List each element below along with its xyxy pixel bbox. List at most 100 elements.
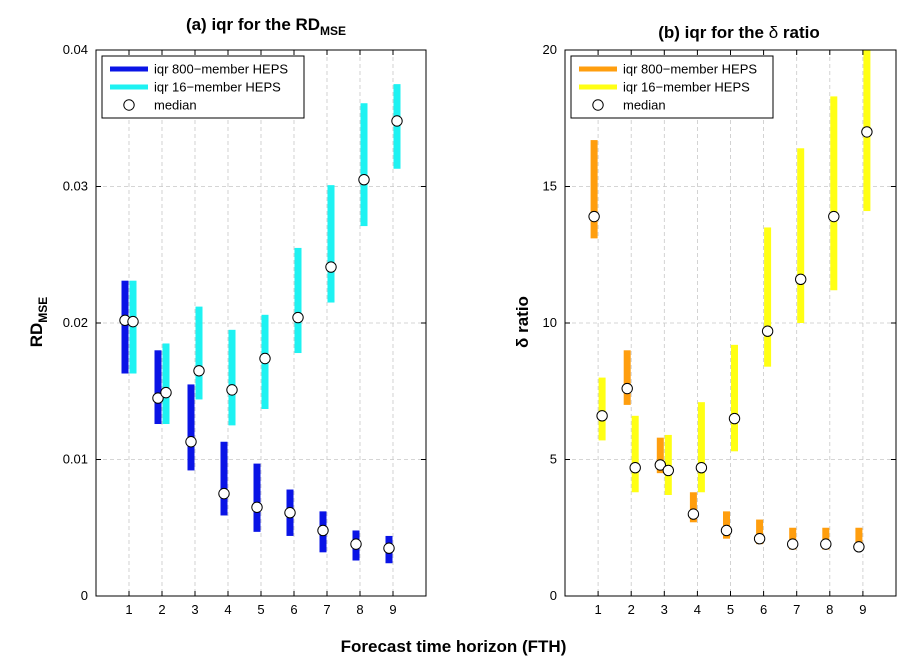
panel-a-x-tick-label: 1 — [125, 602, 132, 617]
panel-b-iqr-bar — [623, 350, 631, 405]
panel-a-y-axis-label: RDMSE — [27, 297, 50, 348]
panel-b-x-tick-label: 7 — [793, 602, 800, 617]
panel-b-legend-label: iqr 800−member HEPS — [623, 62, 757, 77]
panel-a-legend-label: iqr 800−member HEPS — [154, 62, 288, 77]
panel-b-iqr-bar — [855, 527, 863, 550]
panel-a-y-tick-label: 0.04 — [63, 42, 88, 57]
panel-b-legend-marker — [592, 99, 604, 111]
panel-b-median-marker — [629, 461, 641, 474]
panel-b-median-marker — [828, 210, 840, 223]
panel-a-x-tick-label: 9 — [389, 602, 396, 617]
panel-a-title: (a) iqr for the RDMSE — [186, 15, 346, 38]
panel-b-median-marker — [728, 412, 741, 425]
panel-a-iqr-bar — [121, 280, 129, 374]
panel-b-median-marker — [687, 508, 700, 520]
panel-b-iqr-bar — [598, 377, 606, 441]
panel-a-y-tick-label: 0.01 — [63, 452, 88, 467]
panel-a-y-tick-label: 0.03 — [63, 179, 88, 194]
panel-a-median-marker — [185, 436, 197, 448]
panel-a-legend: iqr 800−member HEPS iqr 16−member HEPS med… — [101, 55, 305, 119]
panel-a-legend-label: iqr 16−member HEPS — [154, 80, 281, 95]
panel-b-legend-label: iqr 16−member HEPS — [623, 80, 750, 95]
panel-a: (a) iqr for the RDMSE 1 2 3 4 5 6 7 8 9 0 0.01 0.02… — [27, 15, 427, 617]
panel-b-x-tick-label: 8 — [826, 602, 833, 617]
panel-b-median-marker — [662, 464, 674, 477]
panel-a-iqr-bar — [187, 384, 195, 471]
panel-a-median-marker — [226, 384, 238, 396]
panel-a-legend-label: median — [154, 98, 197, 113]
panel-b-iqr-bar — [689, 492, 697, 523]
panel-b-y-tick-label: 0 — [550, 588, 557, 603]
panel-b-x-tick-label: 6 — [760, 602, 767, 617]
panel-b-iqr-bar — [590, 140, 598, 239]
panel-b-y-tick-label: 15 — [543, 179, 557, 194]
panel-a-iqr-bar — [220, 441, 228, 516]
panel-b-median-marker — [695, 461, 708, 474]
panel-b-legend: iqr 800−member HEPS iqr 16−member HEPS med… — [570, 55, 774, 119]
panel-a-iqr-bar — [162, 343, 170, 425]
panel-b-legend-label: median — [623, 98, 666, 113]
panel-a-iqr-bar — [154, 350, 162, 425]
panel-a-median-marker — [350, 538, 362, 550]
panel-a-y-tick-label: 0.02 — [63, 315, 88, 330]
panel-b-y-tick-label: 10 — [543, 315, 557, 330]
panel-b-median-marker — [761, 325, 774, 337]
panel-b-title: (b) iqr for the δ ratio — [658, 23, 820, 42]
panel-a-iqr-bar — [228, 329, 236, 426]
panel-a-median-marker — [193, 365, 205, 377]
panel-b-iqr-bar — [756, 519, 764, 545]
panel-b-median-marker — [588, 210, 600, 223]
panel-a-iqr-bar — [195, 306, 203, 400]
panel-a-median-marker — [383, 542, 395, 554]
panel-a-x-tick-label: 2 — [158, 602, 165, 617]
panel-a-median-marker — [325, 261, 337, 273]
panel-a-x-tick-label: 8 — [356, 602, 363, 617]
panel-b-x-tick-label: 4 — [694, 602, 701, 617]
panel-b-median-marker — [861, 126, 873, 138]
panel-a-x-tick-label: 3 — [191, 602, 198, 617]
panel-b-iqr-bar — [697, 402, 705, 493]
panel-b-median-marker — [795, 273, 807, 286]
panel-b-y-tick-label: 5 — [550, 452, 557, 467]
panel-b-y-axis-label: δ ratio — [513, 296, 532, 348]
panel-a-x-tick-label: 7 — [323, 602, 330, 617]
panel-b-iqr-bar — [797, 148, 805, 323]
panel-a-median-marker — [127, 315, 139, 328]
panel-a-iqr-bar — [327, 185, 335, 303]
panel-a-x-tick-label: 4 — [224, 602, 231, 617]
panel-a-median-marker — [358, 173, 370, 186]
panel-b-median-marker — [820, 538, 832, 550]
panel-b-x-tick-label: 5 — [727, 602, 734, 617]
panel-b-median-marker — [621, 382, 633, 395]
panel-a-median-marker — [251, 501, 263, 513]
panel-a-y-tick-label: 0 — [81, 588, 88, 603]
panel-a-iqr-bar — [294, 247, 302, 354]
panel-a-median-marker — [391, 115, 403, 127]
panel-b-median-marker — [753, 532, 766, 545]
panel-b-x-tick-label: 9 — [859, 602, 866, 617]
panel-b-iqr-bar — [764, 227, 772, 367]
x-axis-label: Forecast time horizon (FTH) — [340, 637, 567, 656]
panel-b-x-tick-label: 3 — [661, 602, 668, 617]
panel-a-median-marker — [259, 352, 271, 365]
panel-b-x-tick-label: 1 — [594, 602, 601, 617]
panel-a-median-marker — [152, 392, 164, 404]
panel-b: (b) iqr for the δ ratio 1 2 3 4 5 6 7 8 9 0 5 10 15 2… — [513, 23, 897, 617]
panel-a-median-marker — [292, 311, 304, 324]
panel-a-iqr-bar — [360, 103, 368, 227]
panel-a-iqr-bar — [253, 463, 261, 532]
panel-a-median-marker — [160, 386, 172, 399]
panel-b-x-tick-label: 2 — [628, 602, 635, 617]
panel-b-y-tick-label: 20 — [543, 42, 557, 57]
panel-b-iqr-bar — [631, 415, 639, 493]
panel-b-median-marker — [787, 538, 799, 550]
panel-a-x-tick-label: 6 — [290, 602, 297, 617]
panel-b-median-marker — [720, 524, 733, 537]
panel-b-iqr-bar — [656, 437, 664, 474]
panel-b-median-marker — [853, 541, 865, 553]
panel-b-median-marker — [654, 459, 666, 471]
panel-a-legend-marker — [123, 99, 135, 111]
panel-a-x-tick-label: 5 — [257, 602, 264, 617]
panel-a-median-marker — [284, 507, 296, 519]
